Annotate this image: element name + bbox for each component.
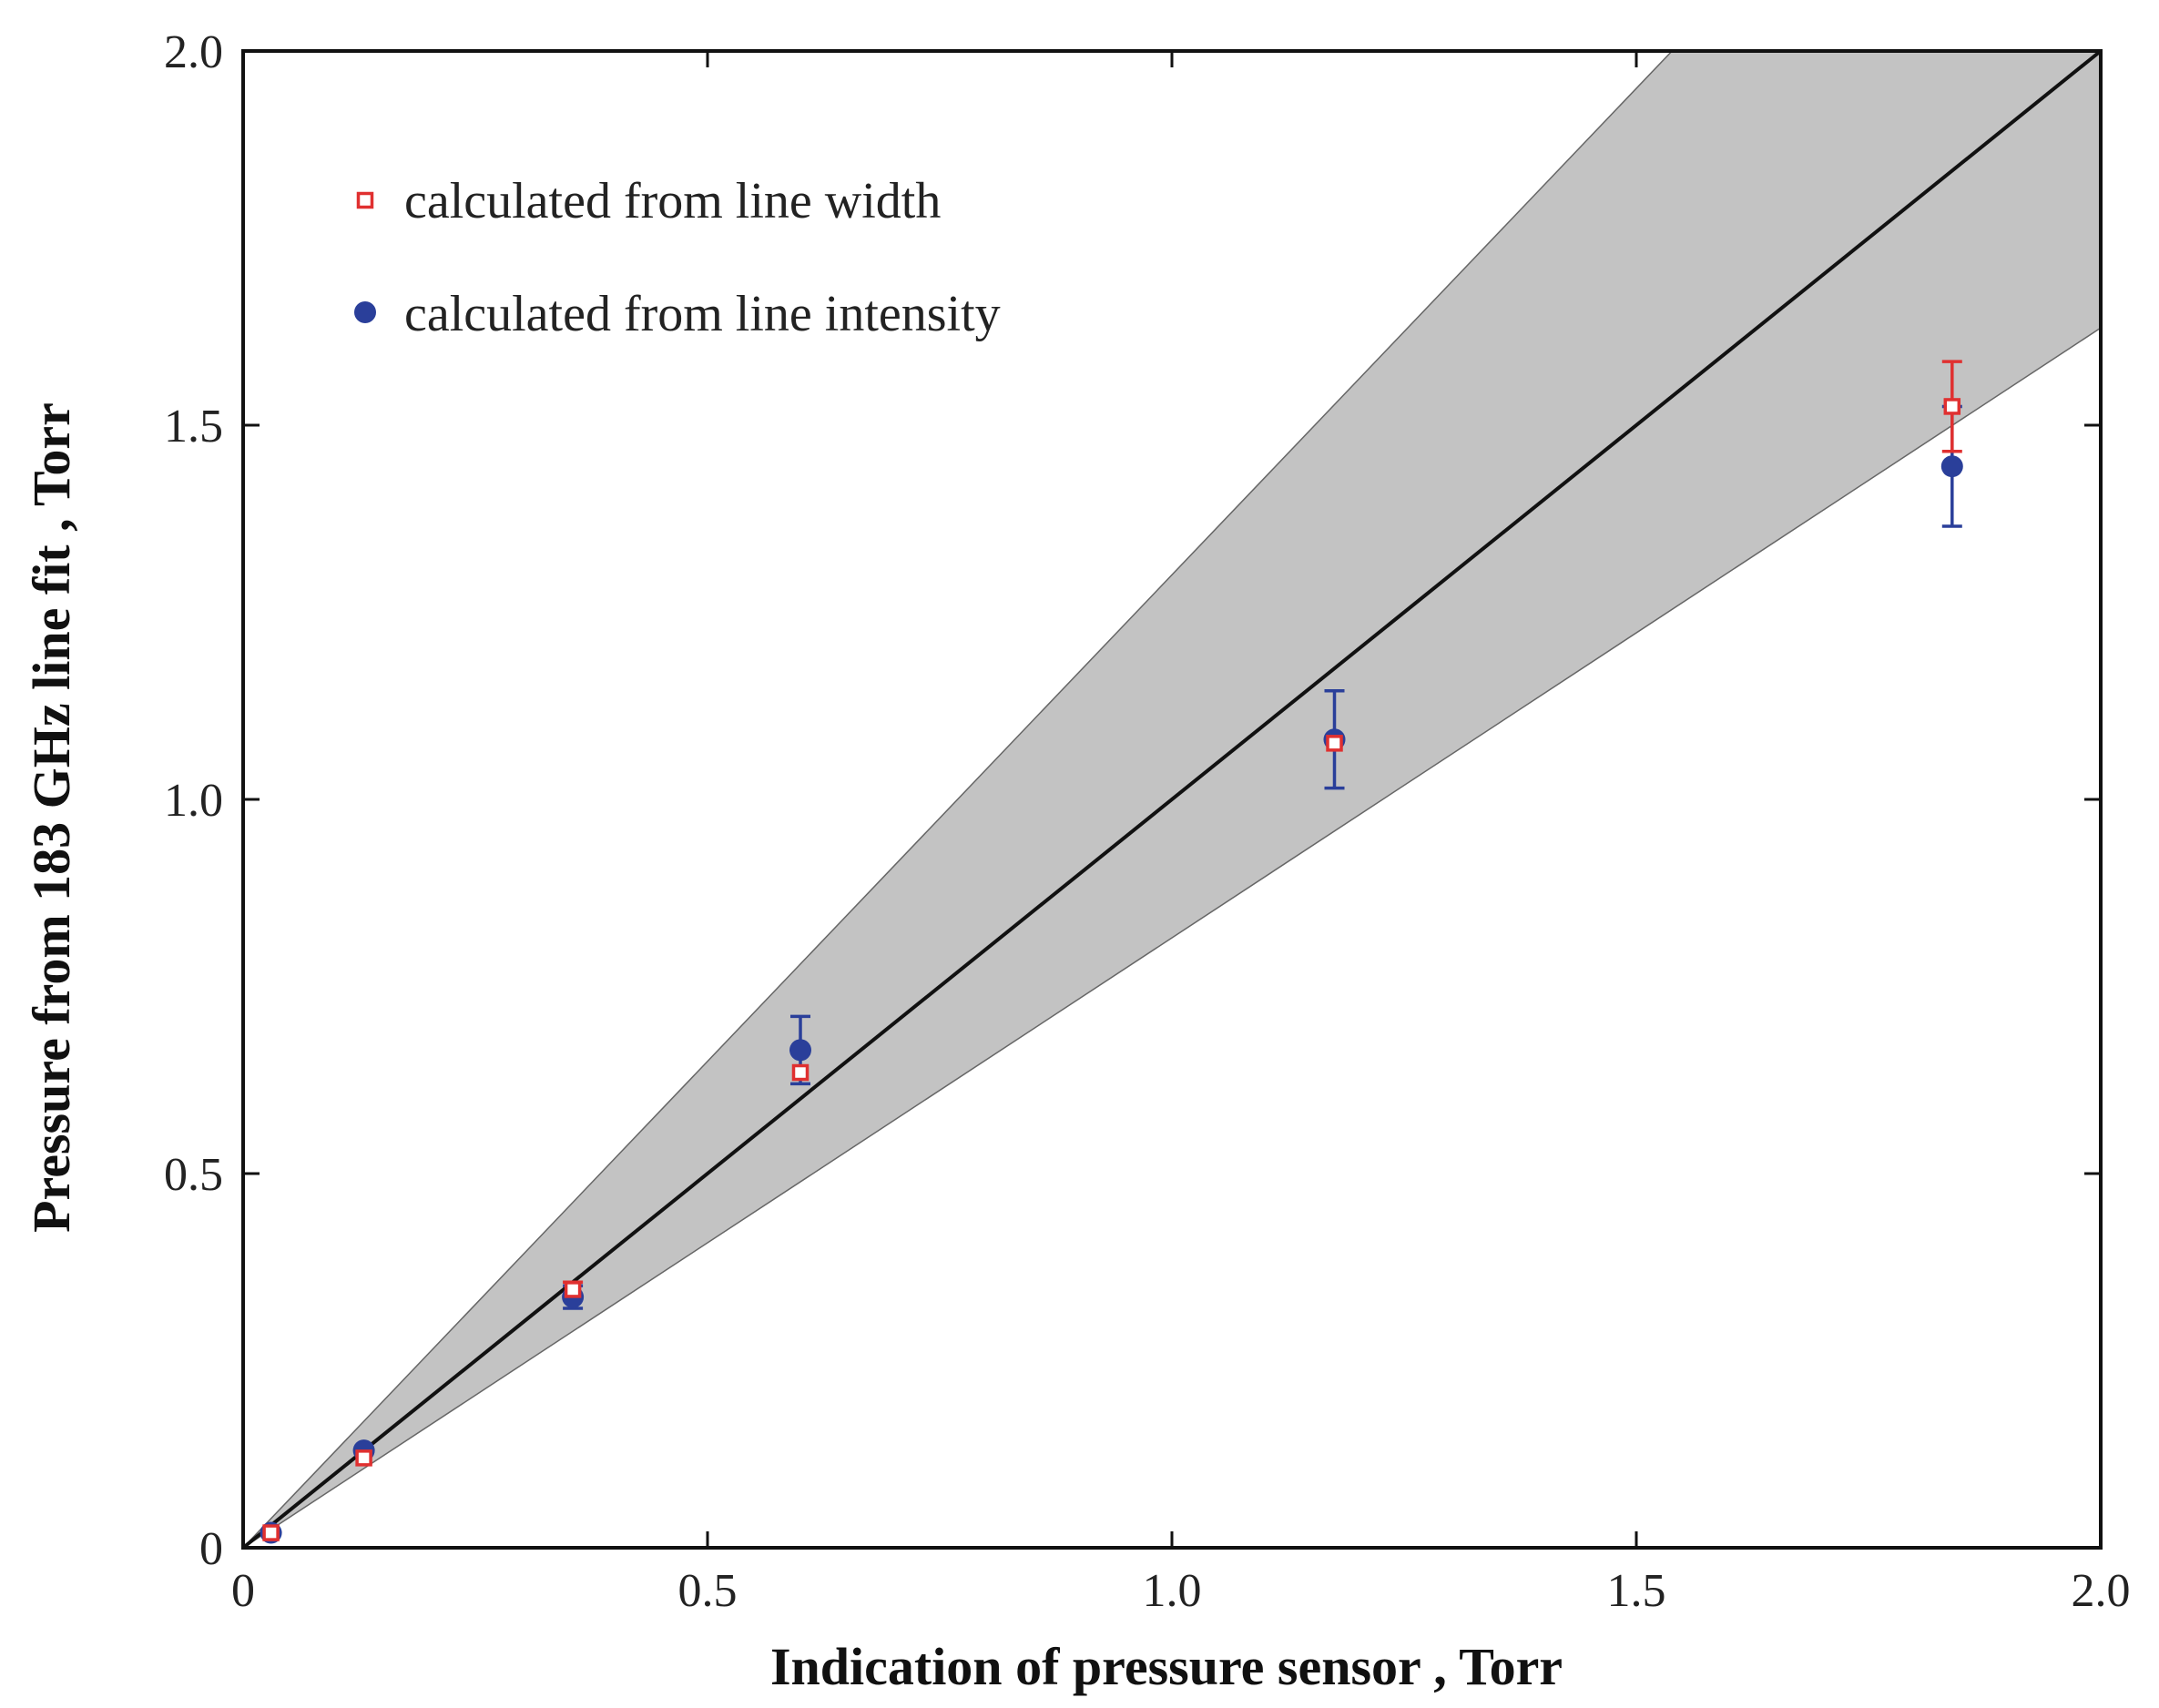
legend-marker-line-intensity	[354, 301, 376, 323]
x-tick-label: 2.0	[2072, 1565, 2131, 1617]
data-point-line-width	[355, 1449, 372, 1467]
data-point-layer	[260, 398, 1963, 1544]
y-axis-title: Pressure from 183 GHz line fit , Torr	[22, 402, 81, 1233]
y-tick-label: 2.0	[164, 26, 223, 78]
data-point-line-width	[791, 1063, 810, 1082]
uncertainty-band	[243, 51, 2101, 1548]
x-tick-label: 1.5	[1607, 1565, 1666, 1617]
x-tick-label: 0	[231, 1565, 255, 1617]
x-tick-label: 0.5	[678, 1565, 738, 1617]
legend-circle-icon	[354, 301, 376, 323]
y-tick-label: 0	[199, 1523, 223, 1575]
y-tick-label: 1.0	[164, 775, 223, 827]
data-point-line-width	[564, 1281, 582, 1298]
reference-line-layer	[241, 49, 2103, 1550]
data-point-line-width	[262, 1524, 280, 1541]
x-tick-label: 1.0	[1143, 1565, 1202, 1617]
y-tick-label: 1.5	[164, 401, 223, 452]
y-tick-label: 0.5	[164, 1149, 223, 1201]
data-point-line-width	[1326, 735, 1343, 752]
reference-line	[241, 49, 2103, 1550]
band-lower-edge	[243, 327, 2101, 1548]
legend: calculated from line width calculated fr…	[354, 173, 1001, 342]
data-point-line-width	[1943, 398, 1961, 415]
legend-square-icon	[356, 191, 374, 209]
legend-marker-line-width	[356, 191, 374, 209]
tick-layer: 0 0.5 1.0 1.5 2.0 0 0.5 1.0 1.5 2.0	[164, 26, 2131, 1617]
legend-label-line-intensity: calculated from line intensity	[404, 286, 1001, 342]
legend-label-line-width: calculated from line width	[404, 173, 941, 229]
x-axis-title: Indication of pressure sensor , Torr	[770, 1637, 1563, 1696]
data-point-line-intensity	[1940, 455, 1963, 478]
uncertainty-band-layer	[243, 51, 2101, 1548]
band-upper-edge	[243, 51, 1674, 1548]
data-point-line-intensity	[789, 1039, 811, 1062]
